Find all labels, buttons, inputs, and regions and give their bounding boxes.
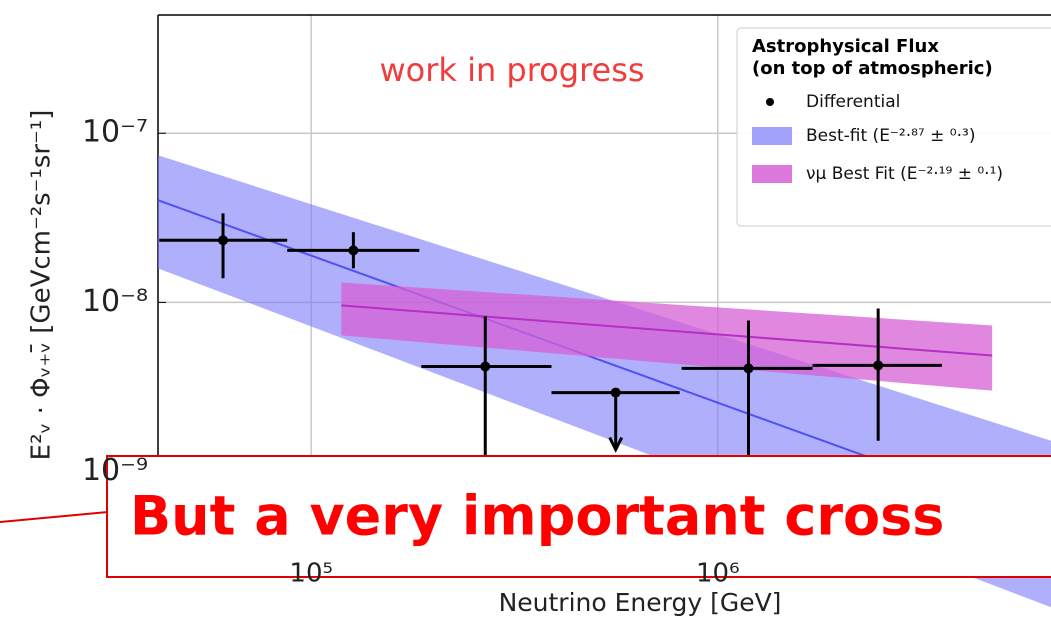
data-point	[610, 387, 621, 398]
callout-text: But a very important cross	[130, 485, 944, 548]
callout-box	[106, 455, 1051, 578]
legend-swatch	[752, 165, 792, 183]
legend-title: Astrophysical Flux	[752, 36, 939, 57]
y-tick-label: 10⁻⁷	[82, 115, 148, 150]
annotation: work in progress	[379, 51, 644, 89]
fit-line	[341, 304, 993, 357]
legend-title: (on top of atmospheric)	[752, 58, 993, 79]
data-point	[348, 245, 359, 256]
legend: Astrophysical Flux (on top of atmospheri…	[736, 27, 1051, 227]
legend-box	[736, 27, 1051, 227]
legend-swatch	[752, 127, 792, 145]
data-point	[743, 363, 754, 374]
y-axis-label: E²ᵥ · Φᵥ₊ᵥ̄ [GeVcm⁻²s⁻¹sr⁻¹]	[27, 110, 57, 461]
data-point	[218, 235, 229, 246]
upper-limit-arrow	[608, 392, 624, 453]
legend-marker	[766, 98, 774, 106]
legend-label: Differential	[806, 92, 900, 112]
legend-label: Best-fit (E⁻²·⁸⁷ ± ⁰·³)	[806, 126, 975, 146]
y-tick-label: 10⁻⁸	[82, 284, 148, 319]
band	[341, 282, 993, 391]
data-point	[873, 360, 884, 371]
y-tick-label: 10⁻⁹	[82, 453, 148, 488]
callout-line	[0, 511, 109, 523]
data-point	[480, 361, 491, 372]
legend-label: νμ Best Fit (E⁻²·¹⁹ ± ⁰·¹)	[806, 164, 1003, 184]
x-tick-label: 10⁵	[289, 559, 333, 589]
x-axis-label: Neutrino Energy [GeV]	[499, 588, 782, 617]
x-tick-label: 10⁶	[696, 559, 740, 589]
